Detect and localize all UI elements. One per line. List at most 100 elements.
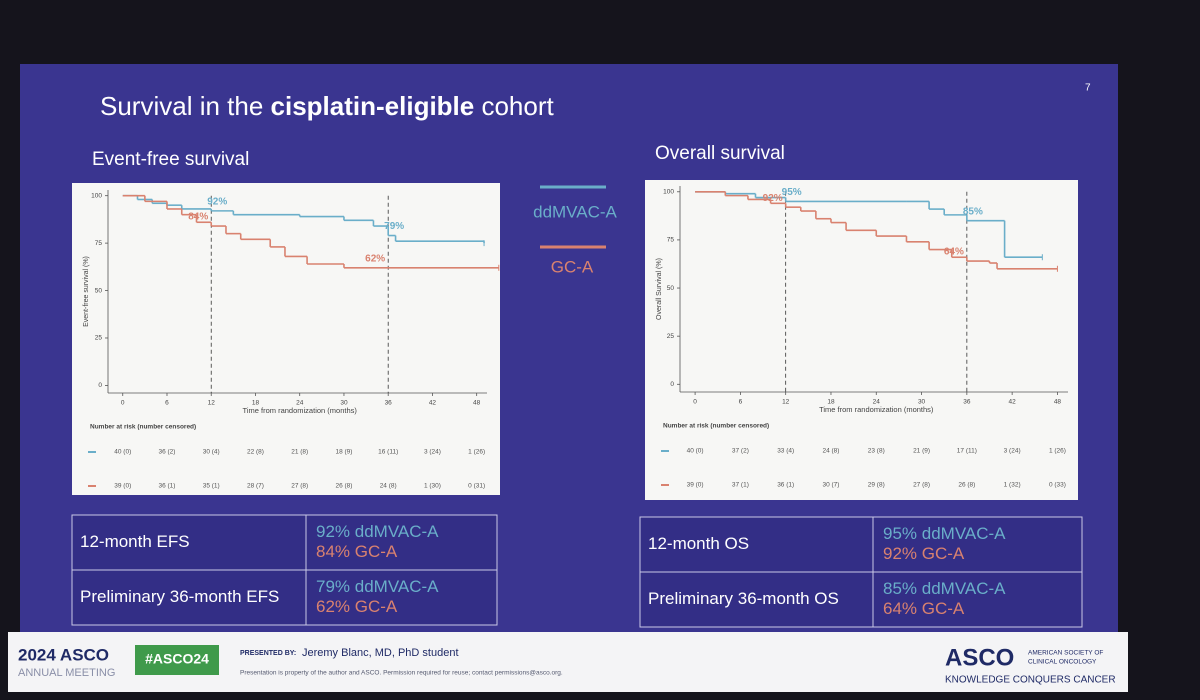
legend-label: ddMVAC-A: [533, 202, 617, 221]
x-tick-label: 42: [1009, 399, 1017, 406]
hashtag-box: [135, 645, 219, 675]
title-part: cohort: [474, 91, 554, 121]
y-tick-label: 50: [667, 285, 675, 292]
x-axis-label: Time from randomization (months): [819, 405, 934, 414]
table-value: 79% ddMVAC-A: [316, 577, 439, 596]
table-value: 92% ddMVAC-A: [316, 522, 439, 541]
risk-count: 27 (8): [913, 482, 930, 489]
x-tick-label: 36: [963, 399, 971, 406]
x-tick-label: 24: [873, 399, 881, 406]
risk-count: 18 (9): [335, 449, 352, 456]
risk-count: 33 (4): [777, 448, 794, 455]
risk-count: 39 (0): [687, 482, 704, 489]
society-name: AMERICAN SOCIETY OF: [1028, 650, 1103, 657]
annotation: 62%: [365, 253, 385, 264]
risk-count: 40 (0): [114, 449, 131, 456]
y-tick-label: 0: [98, 382, 102, 389]
chart-panel: [645, 180, 1078, 500]
table-value: 62% GC-A: [316, 597, 398, 616]
presenter: Jeremy Blanc, MD, PhD student: [302, 647, 459, 659]
x-tick-label: 6: [165, 400, 169, 407]
x-tick-label: 30: [918, 399, 926, 406]
annotation: 64%: [944, 247, 964, 258]
risk-table-title: Number at risk (number censored): [90, 424, 196, 431]
risk-count: 30 (4): [203, 449, 220, 456]
x-tick-label: 42: [429, 400, 437, 407]
society-name: CLINICAL ONCOLOGY: [1028, 659, 1097, 666]
risk-count: 30 (7): [822, 482, 839, 489]
risk-count: 27 (8): [291, 483, 308, 490]
risk-count: 23 (8): [868, 448, 885, 455]
x-tick-label: 6: [739, 399, 743, 406]
risk-count: 40 (0): [687, 448, 704, 455]
risk-count: 24 (8): [380, 483, 397, 490]
risk-count: 1 (26): [1049, 448, 1066, 455]
tagline: KNOWLEDGE CONQUERS CANCER: [945, 675, 1116, 686]
chart-title: Event-free survival: [92, 149, 249, 170]
table-row-label: Preliminary 36-month EFS: [80, 587, 279, 606]
title-part: cisplatin-eligible: [271, 91, 475, 121]
asco-logo: ASCO: [945, 644, 1014, 671]
y-tick-label: 25: [95, 335, 103, 342]
table-value: 85% ddMVAC-A: [883, 579, 1006, 598]
risk-count: 35 (1): [203, 483, 220, 490]
presented-by: PRESENTED BY:: [240, 650, 296, 657]
risk-count: 36 (2): [158, 449, 175, 456]
risk-count: 36 (1): [777, 482, 794, 489]
risk-count: 0 (31): [468, 483, 485, 490]
risk-count: 1 (32): [1004, 482, 1021, 489]
chart-panel: [72, 183, 500, 495]
table-row-label: 12-month OS: [648, 534, 749, 553]
table-value: 92% GC-A: [883, 544, 965, 563]
table-value: 64% GC-A: [883, 599, 965, 618]
hashtag: #ASCO24: [145, 651, 209, 667]
annotation: 95%: [782, 187, 802, 198]
title-part: Survival in the: [100, 91, 271, 121]
meeting-logo: 2024 ASCO: [18, 645, 109, 664]
x-tick-label: 18: [252, 400, 260, 407]
risk-count: 29 (8): [868, 482, 885, 489]
page-number: 7: [1085, 83, 1091, 94]
y-tick-label: 100: [91, 192, 102, 199]
risk-count: 26 (8): [335, 483, 352, 490]
risk-count: 3 (24): [424, 449, 441, 456]
x-tick-label: 0: [693, 399, 697, 406]
y-axis-label: Overall Survival (%): [656, 258, 663, 320]
y-axis-label: Event-free survival (%): [83, 256, 90, 327]
x-tick-label: 30: [340, 400, 348, 407]
x-tick-label: 18: [827, 399, 835, 406]
x-tick-label: 24: [296, 400, 304, 407]
x-tick-label: 48: [473, 400, 481, 407]
risk-count: 28 (7): [247, 483, 264, 490]
annotation: 92%: [207, 197, 227, 208]
risk-count: 1 (26): [468, 449, 485, 456]
table-value: 95% ddMVAC-A: [883, 524, 1006, 543]
annotation: 79%: [384, 221, 404, 232]
table-value: 84% GC-A: [316, 542, 398, 561]
x-tick-label: 48: [1054, 399, 1062, 406]
x-axis-label: Time from randomization (months): [243, 406, 358, 415]
risk-table-title: Number at risk (number censored): [663, 423, 769, 430]
table-row-label: 12-month EFS: [80, 532, 190, 551]
risk-count: 24 (8): [822, 448, 839, 455]
risk-count: 22 (8): [247, 449, 264, 456]
annotation: 85%: [963, 206, 983, 217]
table-row-label: Preliminary 36-month OS: [648, 589, 839, 608]
notice: Presentation is property of the author a…: [240, 670, 563, 677]
risk-count: 26 (8): [958, 482, 975, 489]
risk-count: 17 (11): [957, 448, 977, 455]
x-tick-label: 0: [121, 400, 125, 407]
legend-label: GC-A: [551, 257, 594, 276]
risk-count: 21 (8): [291, 449, 308, 456]
x-tick-label: 36: [385, 400, 393, 407]
meeting-sub: ANNUAL MEETING: [18, 667, 115, 679]
y-tick-label: 75: [95, 240, 103, 247]
risk-count: 37 (1): [732, 482, 749, 489]
risk-count: 0 (33): [1049, 482, 1066, 489]
x-tick-label: 12: [782, 399, 790, 406]
risk-count: 1 (30): [424, 483, 441, 490]
annotation: 84%: [188, 212, 208, 223]
y-tick-label: 50: [95, 287, 103, 294]
